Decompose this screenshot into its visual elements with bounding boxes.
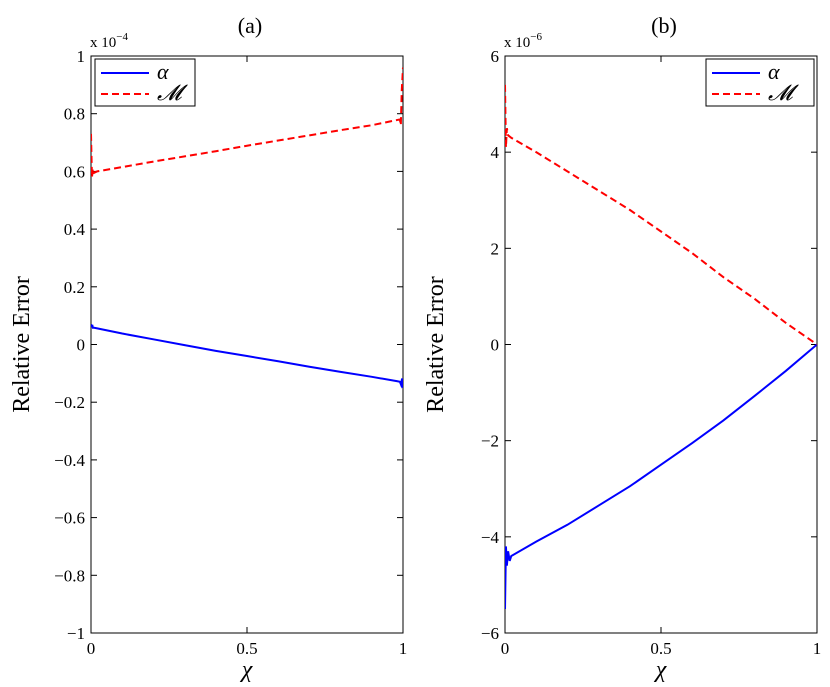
legend-box	[705, 58, 815, 107]
y-tick-label: −1	[67, 624, 85, 643]
plot-area	[90, 55, 404, 634]
legend: α𝓜	[94, 58, 196, 107]
y-tick-label: 0	[491, 336, 500, 355]
y-tick-label: 0.8	[64, 105, 85, 124]
y-multiplier-exponent: −6	[530, 31, 542, 43]
y-tick-label: 1	[77, 47, 86, 66]
y-tick-label: 2	[491, 239, 500, 258]
y-tick-label: 6	[491, 47, 500, 66]
y-multiplier-base: x 10	[90, 35, 116, 51]
y-tick-label: 0	[77, 336, 86, 355]
y-tick-label: −0.4	[54, 451, 85, 470]
x-axis-title: χ	[240, 657, 254, 683]
legend: α𝓜	[705, 58, 815, 107]
series-line-alpha	[91, 324, 403, 389]
x-axis-title: χ	[654, 657, 668, 683]
y-tick-label: 0.4	[64, 220, 86, 239]
y-multiplier-label: x 10−6	[504, 31, 542, 51]
y-axis-title: Relative Error	[423, 276, 449, 413]
x-tick-label: 1	[399, 639, 408, 658]
y-tick-label: −0.2	[54, 393, 85, 412]
x-tick-label: 0	[501, 639, 510, 658]
y-tick-label: −6	[481, 624, 499, 643]
y-multiplier-base: x 10	[504, 35, 530, 51]
y-tick-label: −0.8	[54, 566, 85, 585]
x-tick-label: 1	[813, 639, 822, 658]
legend-label-alpha: α	[157, 59, 169, 84]
y-tick-label: −0.6	[54, 509, 85, 528]
chart-panel-a: −1−0.8−0.6−0.4−0.200.20.40.60.810 0.5 1x 1…	[9, 13, 407, 683]
y-tick-label: 0.2	[64, 278, 85, 297]
x-tick-label: 0	[87, 639, 96, 658]
x-tick-label: 0.5	[236, 639, 257, 658]
series-line-m	[91, 67, 403, 178]
panel-title: (b)	[651, 13, 677, 38]
x-tick-label: 0.5	[650, 639, 671, 658]
series-line-alpha	[505, 343, 817, 609]
plot-area	[504, 55, 818, 634]
y-tick-label: −2	[481, 432, 499, 451]
legend-box	[94, 58, 196, 107]
y-tick-label: 4	[491, 143, 500, 162]
y-tick-label: 0.6	[64, 162, 85, 181]
panel-title: (a)	[238, 13, 262, 38]
series-line-m	[505, 84, 817, 346]
y-multiplier-exponent: −4	[116, 31, 128, 43]
legend-label-alpha: α	[768, 59, 780, 84]
y-multiplier-label: x 10−4	[90, 31, 128, 51]
y-tick-label: −4	[481, 528, 500, 547]
y-axis-title: Relative Error	[9, 276, 35, 413]
